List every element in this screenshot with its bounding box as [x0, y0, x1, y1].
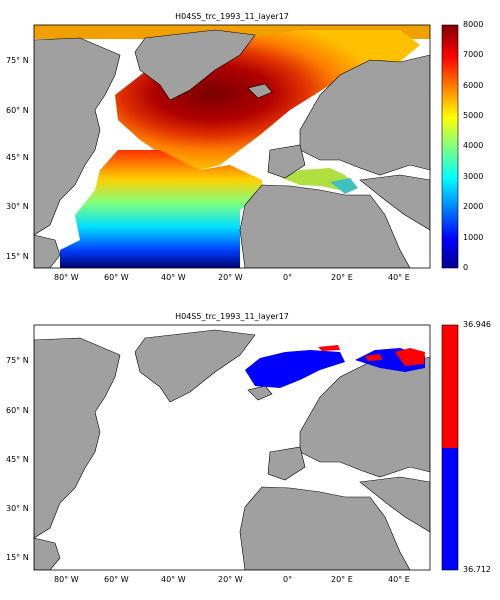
top-cb-tick-7000: 7000 [463, 50, 484, 59]
bottom-lon-tick-0: 0° [283, 575, 293, 584]
bottom-lat-tick-30: 30° N [6, 504, 29, 513]
top-lat-tick-30: 30° N [6, 202, 29, 211]
bottom-lon-tick-60w: 60° W [104, 575, 129, 584]
top-lon-tick-60w: 60° W [104, 273, 129, 282]
top-map-frame [33, 24, 431, 269]
africa-land [239, 184, 411, 268]
north-america-land [34, 37, 121, 236]
top-map [34, 25, 430, 268]
top-cb-tick-6000: 6000 [463, 81, 484, 90]
bottom-lon-tick-20w: 20° W [218, 575, 243, 584]
bottom-colorbar-blue [442, 448, 458, 570]
top-cb-tick-5000: 5000 [463, 111, 484, 120]
bottom-cb-tick-max: 36.946 [463, 320, 491, 329]
bottom-colorbar-frame [441, 324, 459, 571]
top-lon-tick-20w: 20° W [218, 273, 243, 282]
bottom-panel-title: H04S5_trc_1993_11_layer17 [175, 312, 289, 321]
top-cb-tick-1000: 1000 [463, 233, 484, 242]
top-cb-tick-4000: 4000 [463, 141, 484, 150]
subtropical-field [60, 150, 262, 268]
top-panel-title: H04S5_trc_1993_11_layer17 [175, 12, 289, 21]
top-lon-tick-20e: 20° E [331, 273, 353, 282]
north-america-land-bottom [34, 337, 121, 539]
top-lon-tick-40e: 40° E [388, 273, 410, 282]
bottom-lon-tick-40e: 40° E [388, 575, 410, 584]
bottom-lon-tick-80w: 80° W [54, 575, 79, 584]
greenland-land [134, 29, 256, 101]
top-lon-tick-40w: 40° W [161, 273, 186, 282]
top-lat-tick-75: 75° N [6, 56, 29, 65]
top-cb-tick-2000: 2000 [463, 202, 484, 211]
bottom-map [34, 325, 430, 570]
top-colorbar [441, 24, 459, 269]
europe-land [299, 54, 430, 176]
bottom-map-frame [33, 324, 431, 571]
top-cb-tick-8000: 8000 [463, 20, 484, 29]
bottom-colorbar-red [442, 325, 458, 448]
top-cb-tick-0: 0 [463, 263, 469, 272]
top-lon-tick-80w: 80° W [54, 273, 79, 282]
top-cb-tick-3000: 3000 [463, 172, 484, 181]
africa-land-bottom [239, 486, 411, 570]
top-lat-tick-60: 60° N [6, 106, 29, 115]
top-lat-tick-15: 15° N [6, 252, 29, 261]
bottom-lon-tick-20e: 20° E [331, 575, 353, 584]
blue-patch [245, 350, 345, 388]
europe-land-bottom [299, 356, 430, 478]
bottom-lat-tick-45: 45° N [6, 455, 29, 464]
bottom-lat-tick-15: 15° N [6, 553, 29, 562]
greenland-land-bottom [134, 329, 256, 403]
bottom-lat-tick-75: 75° N [6, 356, 29, 365]
top-lon-tick-0: 0° [283, 273, 293, 282]
bottom-cb-tick-min: 36.712 [463, 565, 491, 574]
bottom-lon-tick-40w: 40° W [161, 575, 186, 584]
red-patch [395, 348, 425, 366]
top-lat-tick-45: 45° N [6, 153, 29, 162]
bottom-lat-tick-60: 60° N [6, 406, 29, 415]
